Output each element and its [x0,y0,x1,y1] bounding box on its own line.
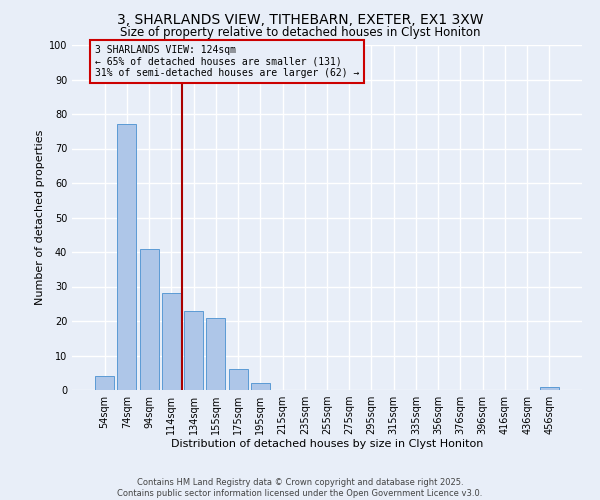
Bar [251,383,270,390]
Bar [184,310,203,390]
Bar [229,370,248,390]
Text: 3, SHARLANDS VIEW, TITHEBARN, EXETER, EX1 3XW: 3, SHARLANDS VIEW, TITHEBARN, EXETER, EX… [117,12,483,26]
Bar [118,124,136,390]
Text: Size of property relative to detached houses in Clyst Honiton: Size of property relative to detached ho… [120,26,480,39]
X-axis label: Distribution of detached houses by size in Clyst Honiton: Distribution of detached houses by size … [171,438,483,448]
Bar [95,376,114,390]
Bar [140,248,158,390]
Text: 3 SHARLANDS VIEW: 124sqm
← 65% of detached houses are smaller (131)
31% of semi-: 3 SHARLANDS VIEW: 124sqm ← 65% of detach… [95,45,359,78]
Text: Contains HM Land Registry data © Crown copyright and database right 2025.
Contai: Contains HM Land Registry data © Crown c… [118,478,482,498]
Bar [162,294,181,390]
Bar [540,386,559,390]
Bar [206,318,225,390]
Y-axis label: Number of detached properties: Number of detached properties [35,130,44,305]
